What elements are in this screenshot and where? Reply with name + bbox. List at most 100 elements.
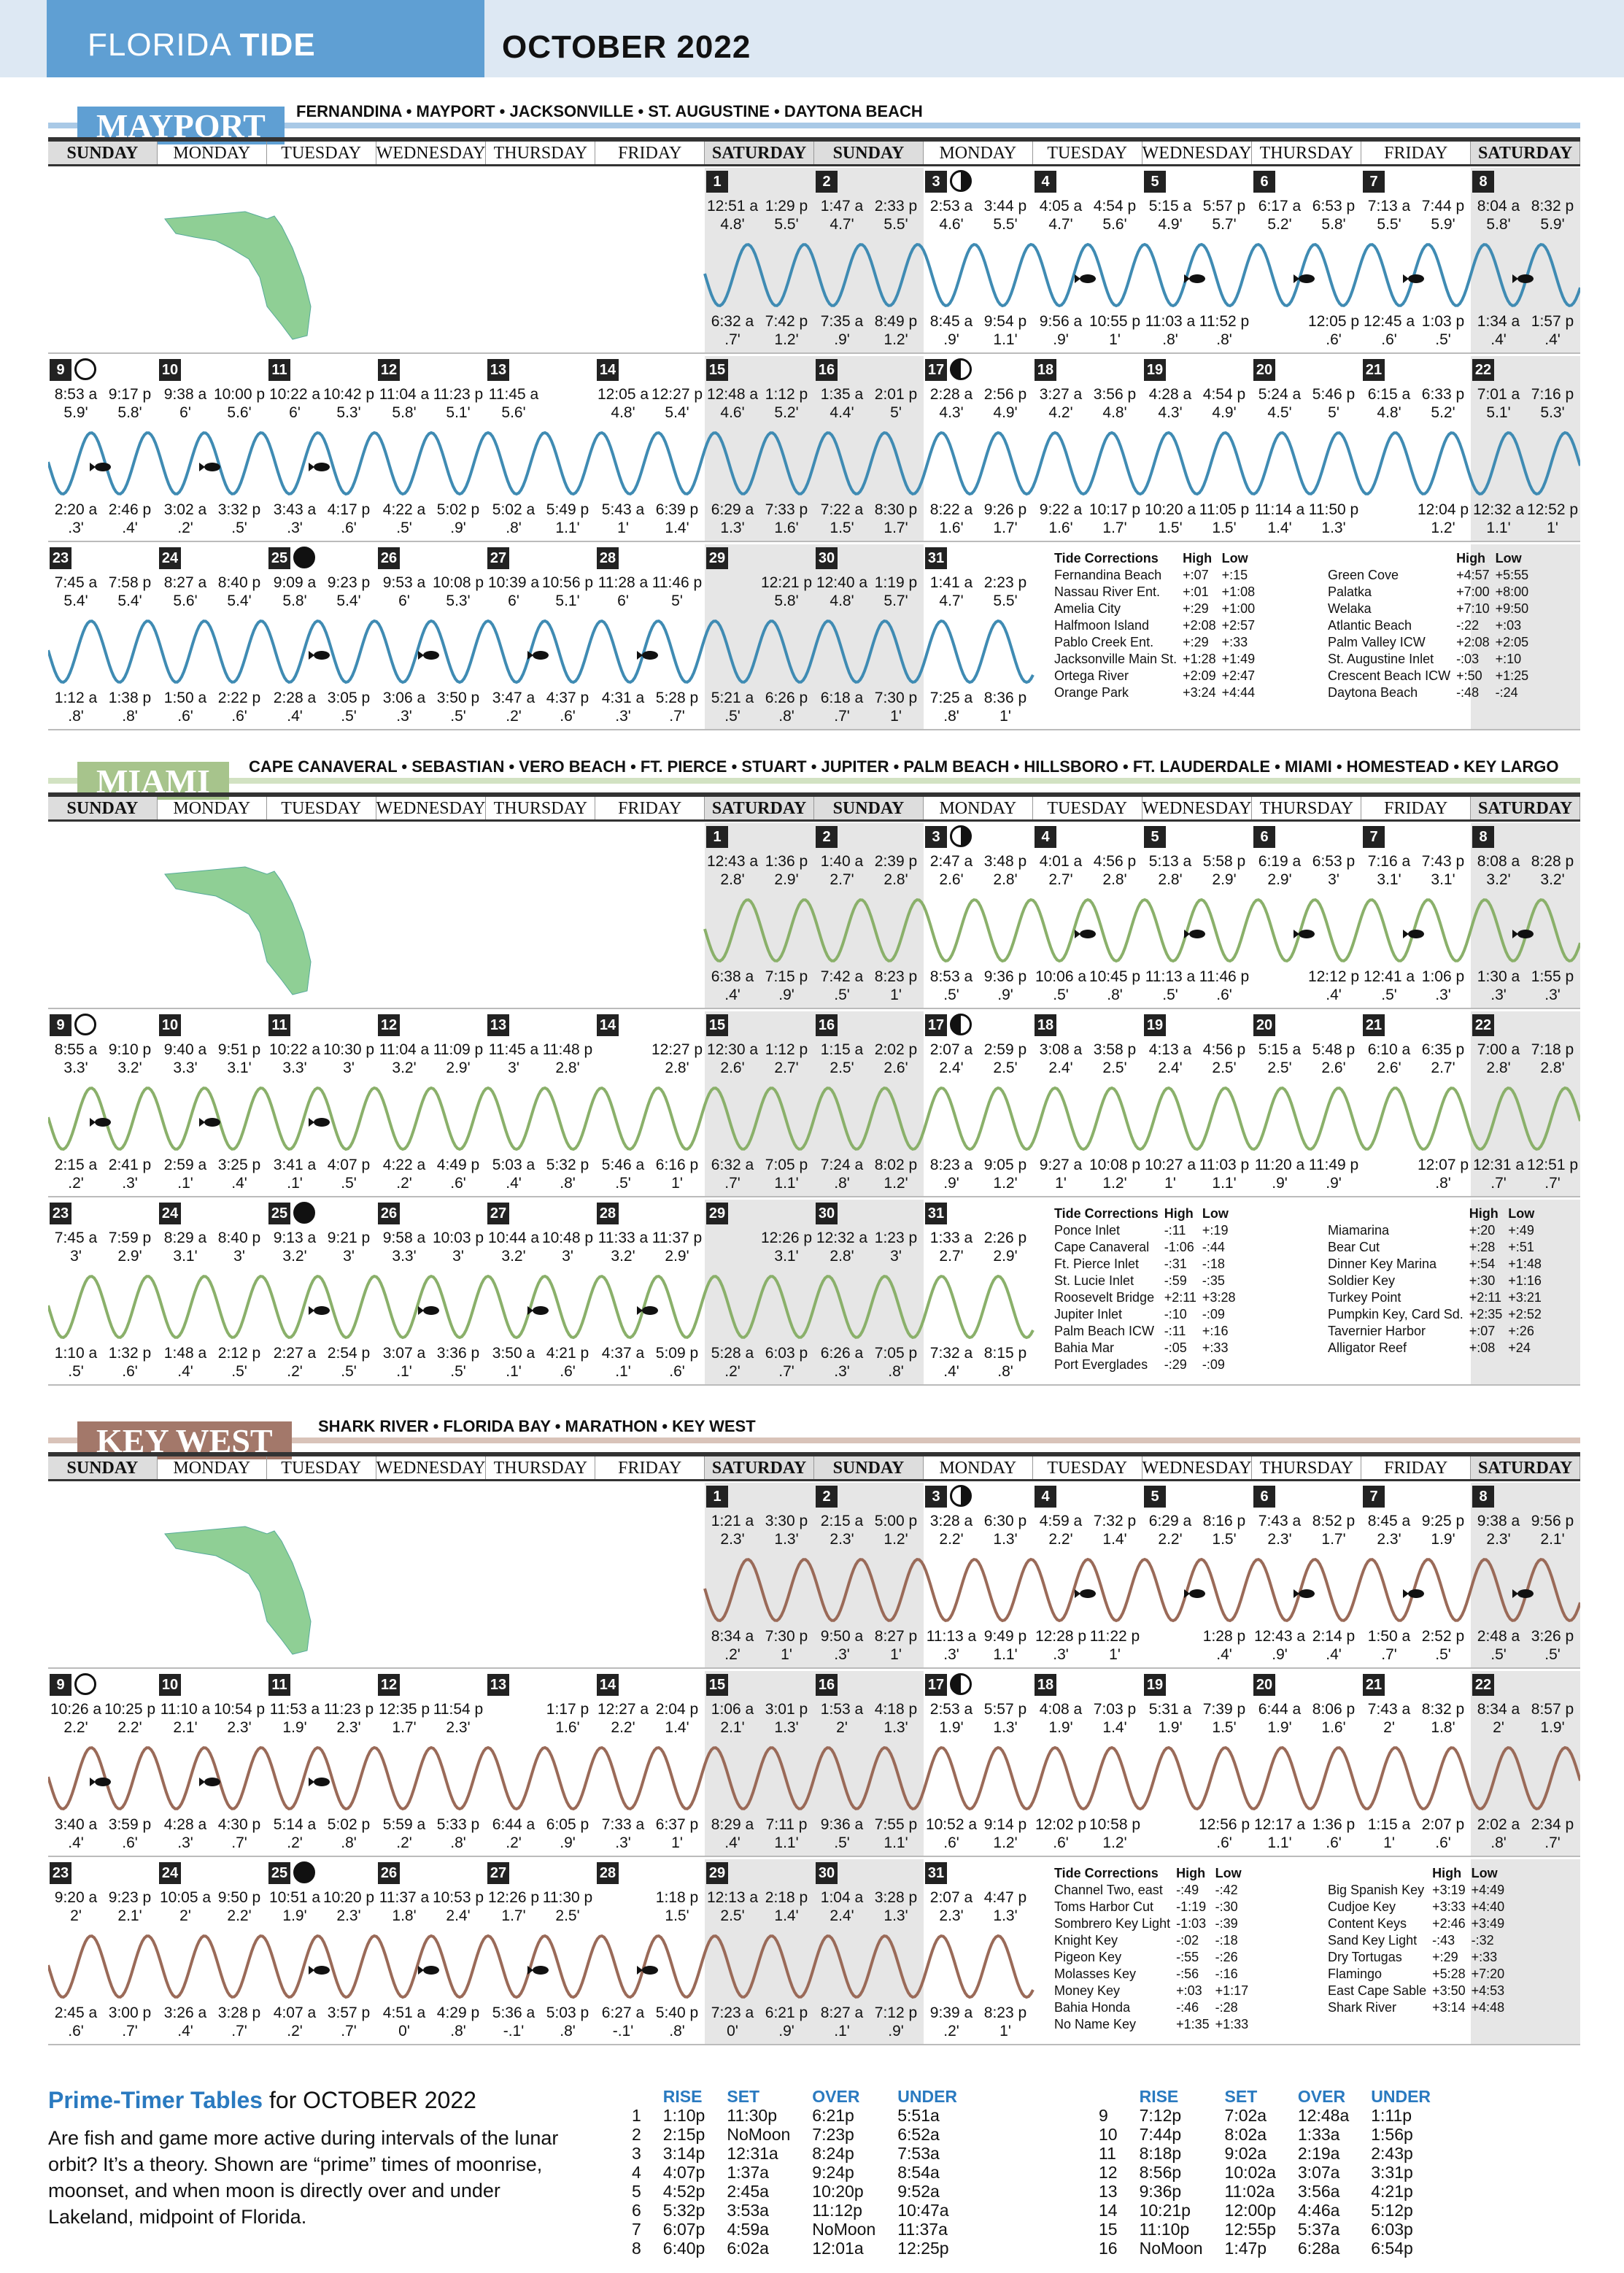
- low-tide-time: 2:54 p: [327, 1345, 371, 1362]
- low-tide-height: 1.1': [883, 1834, 908, 1851]
- high-tide-time: 1:12 p: [765, 386, 808, 403]
- day-cell: 11 11:53 a 1.9' 11:23 p 2.3' 5:14 a .2' 5:02 p.…: [267, 1671, 376, 1856]
- high-tide-height: 1.8': [1431, 1719, 1455, 1736]
- fish-icon: [309, 651, 330, 660]
- moon-new-icon: [293, 1861, 315, 1883]
- low-tide: 5:40 p .8': [649, 2004, 705, 2040]
- high-tide-height: 5.8': [282, 593, 307, 609]
- low-tide-time: 1:06 p: [1421, 968, 1465, 985]
- high-tide: 10:30 p 3': [321, 1041, 376, 1077]
- prime-time: 8:24p: [812, 2144, 854, 2163]
- low-tide: 1:15 a 1': [1361, 1815, 1417, 1852]
- low-tide-height: 1': [999, 708, 1011, 725]
- low-tide-height: 1': [1547, 520, 1558, 536]
- weekday-wednesday: WEDNESDAY: [1142, 1456, 1253, 1479]
- high-tide-height: 2': [1383, 1719, 1395, 1736]
- high-tide-height: 2.8': [830, 1248, 854, 1265]
- high-tide-height: 3.3': [282, 1060, 307, 1076]
- day-number: 1: [706, 826, 728, 848]
- high-tide-height: 2': [836, 1719, 848, 1736]
- prime-time: 9:36p: [1139, 2182, 1182, 2201]
- high-tide: 1:15 a 2.5': [814, 1041, 870, 1077]
- high-tide-time: 7:44 p: [1421, 198, 1465, 215]
- high-tide-time: 3:56 p: [1093, 386, 1137, 403]
- low-tide-height: .9': [1272, 1646, 1288, 1663]
- high-tide: 12:35 p 1.7': [376, 1700, 432, 1737]
- day-number: 21: [1363, 1014, 1385, 1036]
- fish-icon: [1403, 930, 1424, 938]
- low-tide: 2:27 a .2': [267, 1344, 322, 1381]
- high-tide: 10:53 p 2.4': [430, 1888, 486, 1925]
- high-tide-time: 7:45 a: [54, 574, 98, 591]
- tide-wave: [703, 898, 1580, 963]
- day-cell: 21 7:43 a 2' 8:32 p 1.8' 1:15 a 1' 2:07 p .6': [1361, 1671, 1471, 1856]
- weekend-shade: [1471, 823, 1580, 1008]
- high-tide-height: 3': [1328, 871, 1339, 888]
- high-tide-height: 2.3': [939, 1907, 964, 1924]
- day-number: 26: [378, 1203, 400, 1224]
- header-tab: FLORIDA TIDE STATIONS: [47, 0, 484, 153]
- low-tide-height: 0': [398, 2023, 410, 2039]
- correction-row: Fernandina Beach +:07 +:15: [1051, 567, 1258, 584]
- high-tide-height: 2.1': [117, 1907, 142, 1924]
- low-tide-time: 8:29 a: [711, 1816, 754, 1833]
- prime-table-left: RISE SET OVER UNDER 1 1:10p 11:30p 6:21p 5:51a 2 2…: [632, 2087, 979, 2258]
- high-tide: 1:41 a 4.7': [924, 574, 979, 610]
- day-number: 20: [1253, 1674, 1275, 1696]
- day-cell: 24 8:27 a 5.6' 8:40 p 5.4' 1:50 a .6' 2:22 p .6': [158, 544, 267, 729]
- low-tide-height: 1': [890, 987, 902, 1003]
- day-number: 6: [1253, 826, 1275, 848]
- high-tide-time: 3:28 p: [874, 1889, 918, 1906]
- high-tide: 8:55 a 3.3': [48, 1041, 104, 1077]
- prime-row: 2 2:15p NoMoon 7:23p 6:52a: [632, 2125, 979, 2144]
- low-tide-height: 1.7': [1102, 520, 1127, 536]
- moon-first-icon: [950, 825, 972, 847]
- high-tide-height: 3.2': [392, 1060, 417, 1076]
- day-number: 22: [1472, 359, 1494, 381]
- high-tide-time: 8:16 p: [1202, 1513, 1246, 1529]
- low-tide-height: 1': [1055, 1175, 1067, 1192]
- day-number: 11: [268, 1014, 290, 1036]
- high-tide-height: 4.8': [830, 593, 854, 609]
- location: Halfmoon Island: [1054, 618, 1150, 633]
- low-tide: 7:11 p 1.1': [759, 1815, 814, 1852]
- high-tide-time: 11:30 p: [542, 1889, 593, 1906]
- low-tide-time: 4:30 p: [217, 1816, 261, 1833]
- high-tide-height: 5.7': [1212, 216, 1237, 233]
- day-number: 9: [50, 359, 71, 381]
- low-tide-height: .2': [506, 708, 522, 725]
- low-tide-height: 1.2': [1102, 1175, 1127, 1192]
- high-tide-height: 2.5': [1212, 1060, 1237, 1076]
- location: Bahia Honda: [1054, 2000, 1131, 2015]
- high-tide: 9:51 p 3.1': [212, 1041, 267, 1077]
- low-tide-height: .8': [122, 708, 138, 725]
- low-tide-time: 3:40 a: [54, 1816, 98, 1833]
- low-tide: 3:26 a .4': [158, 2004, 213, 2040]
- tide-week-row: 1 12:51 a 4.8' 1:29 p 5.5' 6:32 a .7' 7:42 p 1.2…: [48, 168, 1580, 354]
- high-tide: 12:21 p 5.8': [759, 574, 814, 610]
- high-tide-time: 11:53 a: [269, 1701, 320, 1718]
- low-tide: 5:03 p .8': [540, 2004, 595, 2040]
- weekday-tuesday: TUESDAY: [1033, 797, 1142, 819]
- low-tide: 3:02 a .2': [158, 501, 213, 537]
- low-tide: 1:34 a .4': [1471, 312, 1526, 349]
- day-number: 4: [1035, 826, 1056, 848]
- low-tide: 6:44 a .2': [486, 1815, 541, 1852]
- low-tide: 4:22 a .5': [376, 501, 432, 537]
- high-tide-time: 3:08 a: [1039, 1041, 1083, 1058]
- station-rule: [48, 123, 1580, 128]
- day-cell: 27 10:39 a 6' 10:56 p 5.1' 3:47 a .2' 4:37 p .6': [486, 544, 595, 729]
- high-tide: 8:06 p 1.6': [1306, 1700, 1361, 1737]
- correction-row: Palatka +7:00 +8:00: [1325, 584, 1531, 601]
- low-tide-height: .3': [1435, 987, 1451, 1003]
- fish-icon: [1294, 274, 1315, 283]
- high-tide-height: 1.9': [1048, 1719, 1073, 1736]
- day-cell: 19 4:13 a 2.4' 4:56 p 2.5' 10:27 a 1' 11:03 p 1.…: [1142, 1011, 1252, 1196]
- high-tide: 11:45 a 3': [486, 1041, 541, 1077]
- low-tide-height: .5': [1435, 331, 1451, 348]
- day-cell: 29 12:13 a 2.5' 2:18 p 1.4' 7:23 a 0' 6:21 p .9': [705, 1859, 814, 2044]
- high-tide: 9:21 p 3': [321, 1229, 376, 1265]
- high-tide-time: 10:53 p: [432, 1889, 484, 1906]
- fish-icon: [1075, 1589, 1096, 1598]
- high-tide-time: 5:31 a: [1148, 1701, 1192, 1718]
